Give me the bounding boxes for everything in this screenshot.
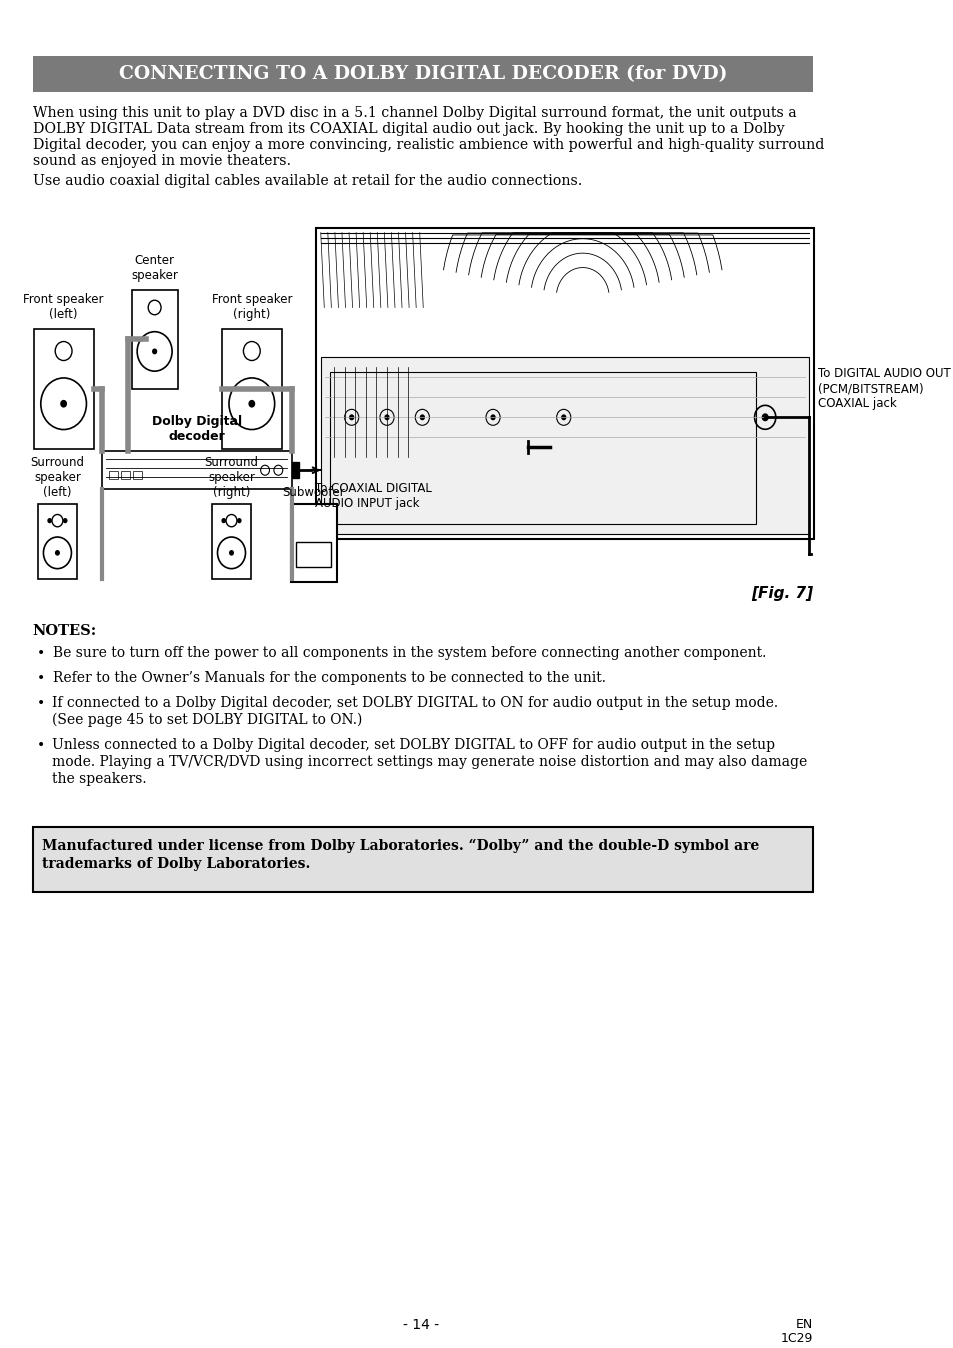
Circle shape: [384, 414, 389, 421]
Text: •: •: [37, 696, 46, 710]
Circle shape: [349, 414, 354, 421]
Circle shape: [60, 400, 67, 407]
Circle shape: [760, 414, 768, 422]
Text: Manufactured under license from Dolby Laboratories. “Dolby” and the double-D sym: Manufactured under license from Dolby La…: [42, 838, 758, 853]
Bar: [320, 357, 808, 534]
Text: Be sure to turn off the power to all components in the system before connecting : Be sure to turn off the power to all com…: [53, 646, 765, 661]
Bar: [133, 472, 142, 479]
Text: Surround
speaker
(left): Surround speaker (left): [30, 456, 85, 499]
Bar: [316, 228, 813, 539]
Circle shape: [490, 414, 496, 421]
Circle shape: [229, 550, 233, 555]
Text: To DIGITAL AUDIO OUT
(PCM/BITSTREAM)
COAXIAL jack: To DIGITAL AUDIO OUT (PCM/BITSTREAM) COA…: [818, 368, 950, 410]
Circle shape: [221, 518, 226, 523]
Circle shape: [248, 400, 255, 407]
Text: Refer to the Owner’s Manuals for the components to be connected to the unit.: Refer to the Owner’s Manuals for the com…: [53, 671, 605, 685]
Bar: [132, 290, 177, 390]
Text: •: •: [37, 671, 46, 685]
Text: sound as enjoyed in movie theaters.: sound as enjoyed in movie theaters.: [32, 154, 291, 167]
Bar: [212, 504, 251, 580]
Text: NOTES:: NOTES:: [32, 624, 97, 638]
Text: mode. Playing a TV/VCR/DVD using incorrect settings may generate noise distortio: mode. Playing a TV/VCR/DVD using incorre…: [52, 755, 806, 768]
Text: Unless connected to a Dolby Digital decoder, set DOLBY DIGITAL to OFF for audio : Unless connected to a Dolby Digital deco…: [52, 737, 775, 752]
Bar: [221, 329, 281, 449]
Text: •: •: [37, 737, 46, 752]
Bar: [38, 504, 77, 580]
Text: When using this unit to play a DVD disc in a 5.1 channel Dolby Digital surround : When using this unit to play a DVD disc …: [32, 106, 796, 120]
Text: the speakers.: the speakers.: [52, 771, 147, 786]
Text: Subwoofer: Subwoofer: [282, 487, 345, 499]
Circle shape: [152, 349, 157, 355]
Circle shape: [236, 518, 241, 523]
Circle shape: [419, 414, 425, 421]
Circle shape: [48, 518, 51, 523]
Text: To COAXIAL DIGITAL
AUDIO INPUT jack: To COAXIAL DIGITAL AUDIO INPUT jack: [315, 483, 432, 510]
Bar: [292, 462, 298, 479]
Bar: [295, 542, 331, 568]
Bar: [32, 826, 812, 891]
Circle shape: [63, 518, 68, 523]
Bar: [109, 472, 117, 479]
Circle shape: [55, 550, 60, 555]
Text: [Fig. 7]: [Fig. 7]: [750, 586, 812, 601]
Bar: [291, 504, 336, 582]
Bar: [329, 372, 756, 524]
Text: (See page 45 to set DOLBY DIGITAL to ON.): (See page 45 to set DOLBY DIGITAL to ON.…: [52, 713, 362, 727]
FancyArrowPatch shape: [313, 468, 318, 473]
Text: - 14 -: - 14 -: [403, 1318, 439, 1332]
Text: trademarks of Dolby Laboratories.: trademarks of Dolby Laboratories.: [42, 856, 310, 871]
Text: Dolby Digital
decoder: Dolby Digital decoder: [152, 415, 241, 443]
Text: Surround
speaker
(right): Surround speaker (right): [204, 456, 258, 499]
Text: Center
speaker: Center speaker: [132, 253, 178, 282]
Text: Front speaker
(right): Front speaker (right): [212, 294, 292, 321]
Bar: [102, 452, 292, 489]
Text: 1C29: 1C29: [780, 1332, 812, 1345]
Text: EN: EN: [795, 1318, 812, 1330]
Bar: [33, 329, 93, 449]
Text: CONNECTING TO A DOLBY DIGITAL DECODER (for DVD): CONNECTING TO A DOLBY DIGITAL DECODER (f…: [118, 65, 726, 82]
Text: Use audio coaxial digital cables available at retail for the audio connections.: Use audio coaxial digital cables availab…: [32, 174, 581, 187]
Text: If connected to a Dolby Digital decoder, set DOLBY DIGITAL to ON for audio outpu: If connected to a Dolby Digital decoder,…: [52, 696, 778, 710]
Circle shape: [560, 414, 566, 421]
Text: Front speaker
(left): Front speaker (left): [23, 294, 104, 321]
Text: •: •: [37, 646, 46, 661]
Text: Digital decoder, you can enjoy a more convincing, realistic ambience with powerf: Digital decoder, you can enjoy a more co…: [32, 137, 823, 152]
Bar: [121, 472, 130, 479]
Text: DOLBY DIGITAL Data stream from its COAXIAL digital audio out jack. By hooking th: DOLBY DIGITAL Data stream from its COAXI…: [32, 121, 783, 136]
Bar: [32, 55, 812, 92]
